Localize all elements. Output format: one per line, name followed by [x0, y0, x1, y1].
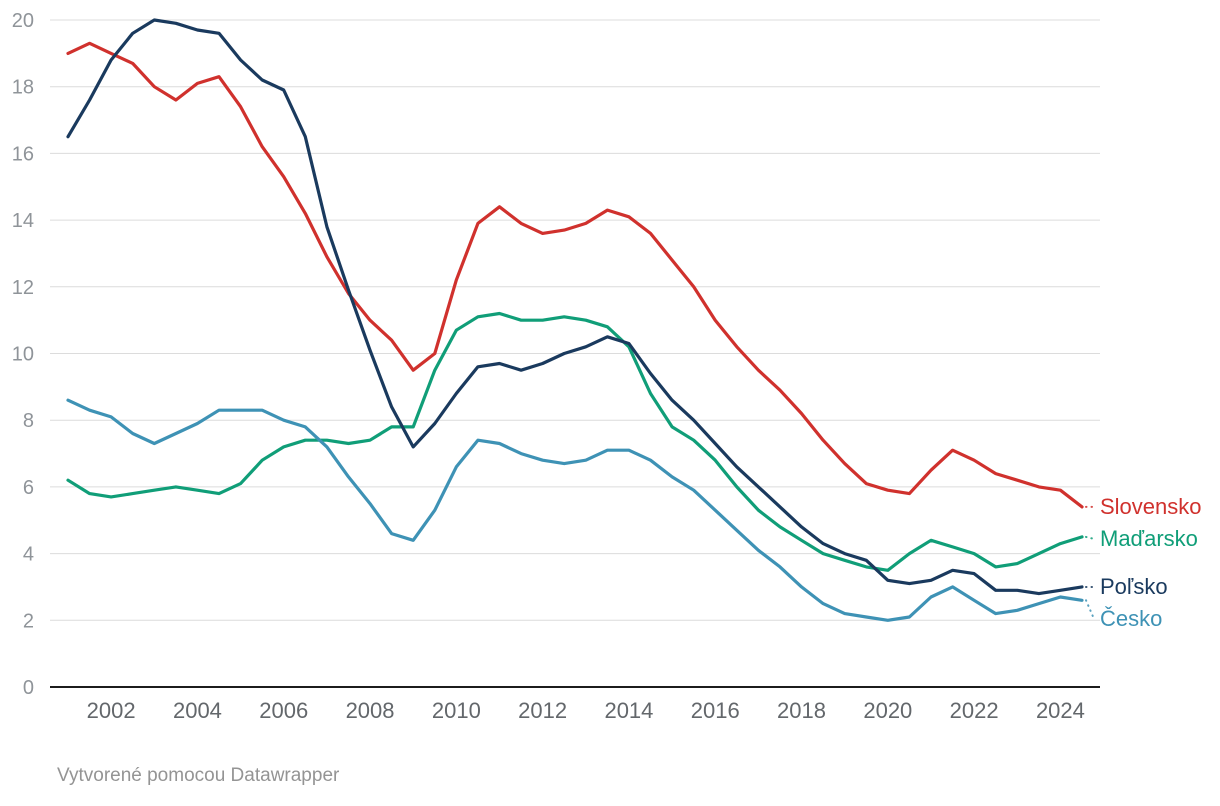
series-line-maarsko — [66, 311, 1084, 572]
x-axis-tick-label: 2024 — [1036, 698, 1085, 723]
series-end-label-posko: Poľsko — [1100, 574, 1168, 599]
x-axis-tick-label: 2006 — [259, 698, 308, 723]
x-axis-tick-label: 2016 — [691, 698, 740, 723]
datawrapper-credit-link[interactable]: Vytvorené pomocou Datawrapper — [57, 765, 340, 786]
y-axis-tick-label: 18 — [12, 77, 34, 99]
y-axis-tick-label: 6 — [23, 477, 34, 499]
y-axis-tick-label: 10 — [12, 344, 34, 366]
x-axis-tick-label: 2018 — [777, 698, 826, 723]
series-end-label-esko: Česko — [1100, 606, 1162, 631]
y-axis-tick-label: 0 — [23, 677, 34, 699]
y-axis-tick-label: 8 — [23, 410, 34, 432]
y-axis-tick-label: 2 — [23, 610, 34, 632]
x-axis-tick-label: 2014 — [604, 698, 653, 723]
x-axis-tick-label: 2002 — [87, 698, 136, 723]
x-axis-tick-label: 2020 — [863, 698, 912, 723]
y-axis-tick-label: 20 — [12, 10, 34, 32]
x-axis-tick-label: 2008 — [346, 698, 395, 723]
y-axis-tick-label: 4 — [23, 544, 34, 566]
y-axis-tick-label: 16 — [12, 143, 34, 165]
x-axis-tick-label: 2010 — [432, 698, 481, 723]
x-axis-tick-label: 2012 — [518, 698, 567, 723]
series-line-esko — [66, 398, 1084, 622]
series-end-label-maarsko: Maďarsko — [1100, 526, 1198, 551]
series-line-slovensko — [66, 41, 1084, 509]
x-axis-tick-label: 2022 — [950, 698, 999, 723]
line-chart: 0 2 4 6 8 10 12 14 16 18 20 2002 2004 2006 2008 2010 201… — [12, 10, 1202, 723]
x-axis-tick-label: 2004 — [173, 698, 222, 723]
series-line-posko — [66, 18, 1084, 596]
y-axis-tick-label: 12 — [12, 277, 34, 299]
series-end-label-slovensko: Slovensko — [1100, 494, 1202, 519]
y-axis-tick-label: 14 — [12, 210, 34, 232]
